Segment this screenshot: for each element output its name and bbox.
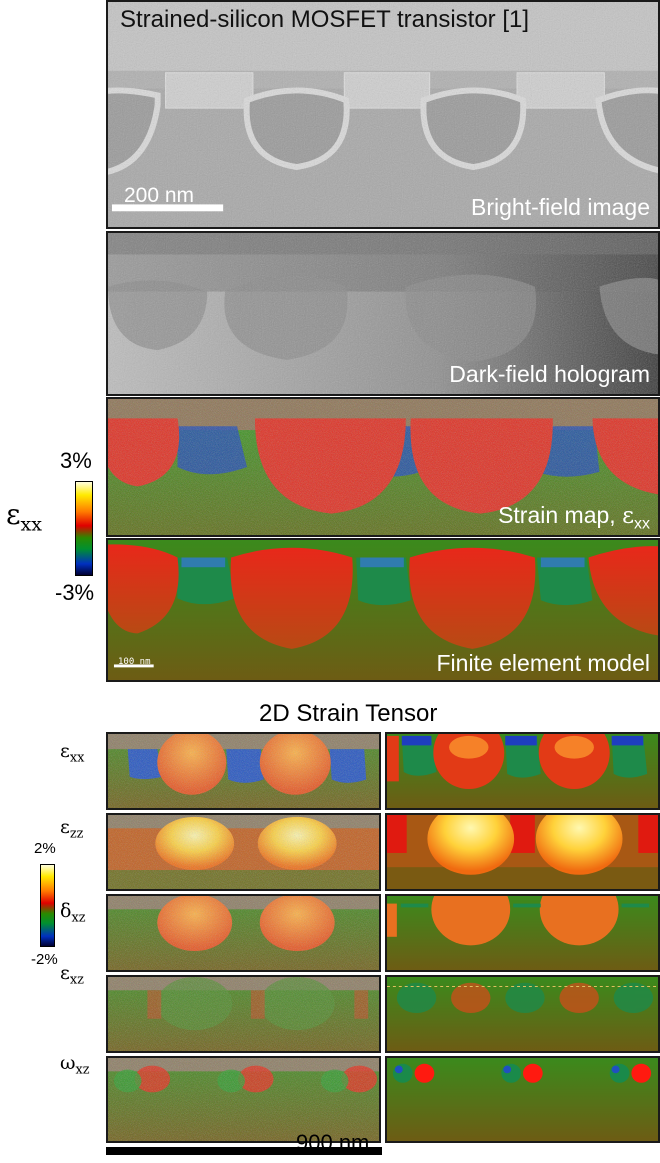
colorbar-min-label: -3% — [55, 580, 95, 605]
dark-field-label: Dark-field hologram — [449, 361, 650, 387]
fem-panel: 100 nm Finite element model — [106, 538, 660, 682]
figure-title: Strained-silicon MOSFET transistor [1] — [120, 6, 530, 33]
tensor-colorbar — [40, 864, 55, 947]
tensor-colorbar-max-label: 2% — [34, 840, 56, 857]
tensor-exx-model — [385, 732, 660, 810]
strain-map-image — [108, 399, 658, 535]
colorbar-symbol: εxx — [6, 498, 42, 536]
fem-image — [108, 540, 658, 680]
tensor-wxz-experiment — [106, 1056, 381, 1143]
tensor-dxz-experiment — [106, 894, 381, 972]
tensor-exz-model — [385, 975, 660, 1053]
strain-map-panel: Strain map, εxx — [106, 397, 660, 537]
tensor-ezz-model — [385, 813, 660, 891]
dark-field-image — [108, 233, 658, 394]
row-label-ezz: εzz — [60, 816, 84, 842]
row-label-wxz: ωxz — [60, 1052, 90, 1078]
colorbar-main — [75, 481, 93, 576]
fem-scale-bar-label: 100 nm — [118, 657, 151, 667]
scale-bar-900nm-label: 900 nm — [296, 1130, 370, 1155]
tensor-title: 2D Strain Tensor — [259, 700, 438, 727]
scale-bar-200nm — [111, 204, 224, 212]
colorbar-max-label: 3% — [60, 448, 92, 473]
fem-label: Finite element model — [436, 650, 651, 676]
tensor-ezz-experiment — [106, 813, 381, 891]
scale-bar-900nm — [106, 1147, 382, 1155]
row-label-dxz: δxz — [60, 900, 86, 926]
row-label-exx: εxx — [60, 740, 85, 766]
scale-bar-label: 200 nm — [124, 184, 195, 207]
tensor-colorbar-min-label: -2% — [31, 951, 58, 968]
tensor-exx-experiment — [106, 732, 381, 810]
tensor-wxz-model — [385, 1056, 660, 1143]
tensor-exz-experiment — [106, 975, 381, 1053]
tensor-dxz-model — [385, 894, 660, 972]
bright-field-panel: Strained-silicon MOSFET transistor [1] 2… — [106, 0, 660, 229]
bright-field-image — [108, 2, 658, 227]
scale-bar-100nm — [113, 664, 154, 668]
dark-field-panel: Dark-field hologram — [106, 231, 660, 396]
bright-field-label: Bright-field image — [471, 194, 650, 220]
row-label-exz: εxz — [60, 962, 84, 988]
strain-map-label: Strain map, εxx — [498, 502, 650, 533]
